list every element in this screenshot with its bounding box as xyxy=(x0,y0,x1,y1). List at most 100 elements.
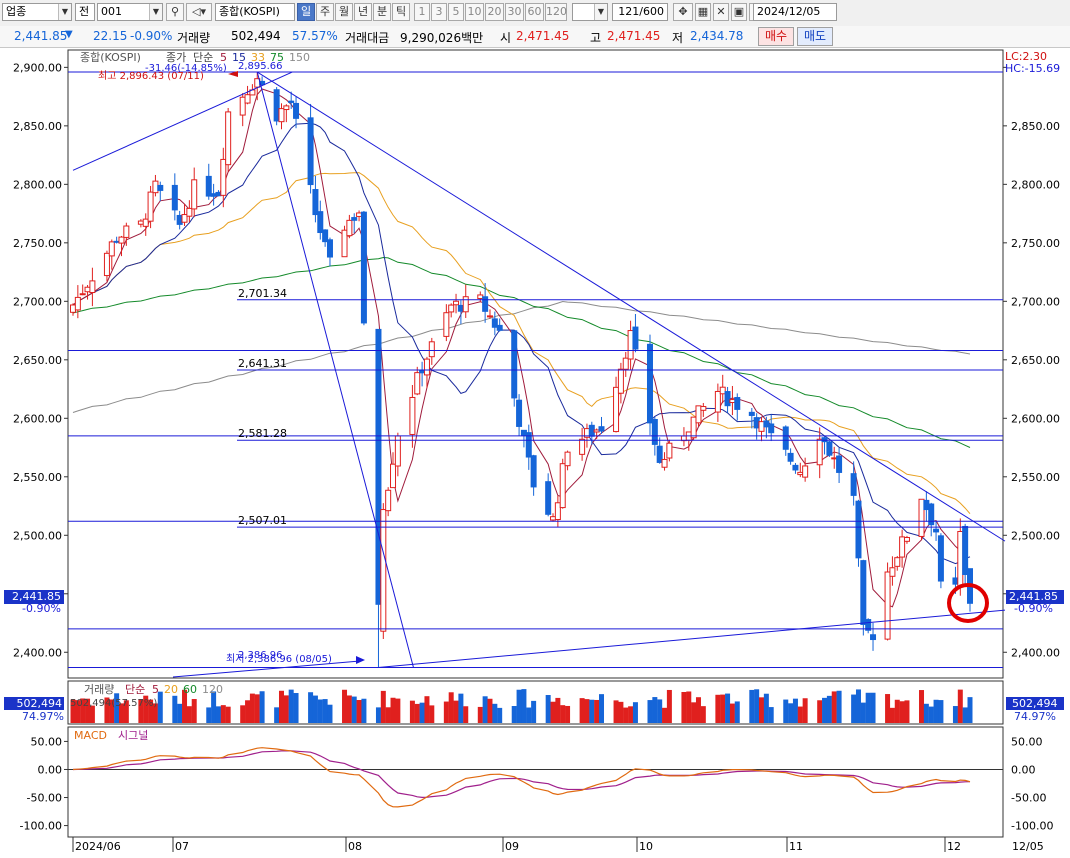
sell-button[interactable]: 매도 xyxy=(797,27,833,46)
candle-body xyxy=(903,537,910,542)
candle-body xyxy=(244,94,251,104)
candle-body xyxy=(826,441,833,456)
volume-legend-item: 60 xyxy=(183,683,197,696)
candle-body xyxy=(937,535,944,582)
candle-body xyxy=(588,424,595,437)
candle-body xyxy=(782,426,789,450)
candle-body xyxy=(113,240,120,243)
candle-body xyxy=(414,372,421,395)
interval-dropdown[interactable]: ▼ xyxy=(572,3,608,21)
volume-legend-item: 5 xyxy=(152,683,159,696)
count-field[interactable]: 121/600 xyxy=(612,3,668,21)
volume-bar xyxy=(632,702,638,723)
candle-body xyxy=(870,634,877,641)
volume-bar xyxy=(545,695,551,723)
buy-button[interactable]: 매수 xyxy=(758,27,794,46)
interval-button-10[interactable]: 10 xyxy=(465,3,484,21)
date-field[interactable]: 2024/12/05 xyxy=(753,3,837,21)
volume-bar xyxy=(249,693,255,723)
y-tick-label-left: 2,850.00 xyxy=(13,120,62,133)
tool-icon[interactable]: ✥ xyxy=(673,3,693,21)
candle-body xyxy=(651,418,658,445)
volume-bar xyxy=(104,697,110,723)
volume-bar xyxy=(191,699,197,723)
signal-title: 시그널 xyxy=(118,729,148,742)
volume-bar xyxy=(797,706,803,723)
volume-bar xyxy=(390,697,396,723)
period-tab-4[interactable]: 분 xyxy=(373,3,391,21)
interval-button-5[interactable]: 5 xyxy=(448,3,464,21)
candle-body xyxy=(118,236,125,244)
candle-body xyxy=(918,498,925,537)
open-label: 시 xyxy=(500,31,512,45)
volume-bar xyxy=(555,697,561,723)
volume-bar xyxy=(526,707,532,723)
volume-bar xyxy=(521,689,527,723)
interval-button-20[interactable]: 20 xyxy=(485,3,504,21)
y-tick-label-right: 2,650.00 xyxy=(1011,354,1060,367)
pattern-icon[interactable]: ✕ xyxy=(713,3,729,21)
market-select[interactable]: 업종 ▼ xyxy=(2,3,72,21)
y-tick-label-left: 2,600.00 xyxy=(13,412,62,425)
candle-body xyxy=(278,108,285,123)
quote-volume-ratio: 57.57% xyxy=(292,29,338,43)
chevron-down-icon[interactable]: ▼ xyxy=(594,4,607,20)
volume-bar xyxy=(308,692,314,723)
candle-body xyxy=(894,557,901,567)
save-icon[interactable]: ▣ xyxy=(731,3,747,21)
candle-body xyxy=(123,225,130,238)
interval-button-120[interactable]: 120 xyxy=(545,3,567,21)
volume-bar xyxy=(443,701,449,723)
volume-bar xyxy=(613,700,619,723)
interval-button-60[interactable]: 60 xyxy=(525,3,544,21)
high-value-label: 2,895.66 xyxy=(238,61,283,72)
volume-bar xyxy=(860,702,866,723)
candle-body xyxy=(351,217,358,221)
candle-body xyxy=(477,294,484,300)
period-tab-5[interactable]: 틱 xyxy=(392,3,410,21)
chart-icon[interactable]: ▦ xyxy=(695,3,711,21)
chevron-down-icon[interactable]: ▼ xyxy=(149,4,162,20)
highlight-circle xyxy=(947,583,989,623)
candle-body xyxy=(579,438,586,455)
x-tick-label: 09 xyxy=(505,840,519,853)
volume-bar xyxy=(550,701,556,723)
name-field: 종합(KOSPI) xyxy=(215,3,295,21)
volume-bar xyxy=(143,695,149,723)
candle-body xyxy=(84,286,91,293)
price-box-right: 2,441.85 xyxy=(1006,590,1064,604)
ma15-line xyxy=(72,122,971,565)
candle-body xyxy=(656,445,663,463)
interval-button-3[interactable]: 3 xyxy=(431,3,447,21)
macd-tick-label-right: -50.00 xyxy=(1011,792,1046,805)
period-tab-2[interactable]: 월 xyxy=(335,3,353,21)
volume-legend-item: 단순 xyxy=(125,683,145,696)
code-input[interactable]: 001 ▼ xyxy=(97,3,163,21)
candle-body xyxy=(89,280,96,294)
period-tab-3[interactable]: 년 xyxy=(354,3,372,21)
trendline-bottom xyxy=(172,660,361,678)
chevron-down-icon[interactable]: ▼ xyxy=(58,4,71,20)
candle-body xyxy=(356,212,363,217)
prefix-select[interactable]: 전 xyxy=(75,3,95,21)
high-annotation: 최고 2,896.43 (07/11) xyxy=(98,70,204,82)
volume-bar xyxy=(962,707,968,723)
candle-body xyxy=(360,211,367,324)
volume-bar xyxy=(870,692,876,723)
sound-icon[interactable]: ◁▾ xyxy=(186,3,212,21)
candle-body xyxy=(210,193,217,197)
period-tab-0[interactable]: 일 xyxy=(297,3,315,21)
volume-bar xyxy=(259,691,265,723)
volume-bar xyxy=(652,697,658,723)
interval-button-1[interactable]: 1 xyxy=(414,3,430,21)
code-value: 001 xyxy=(101,5,122,18)
volume-bar xyxy=(826,695,832,723)
search-icon[interactable]: ⚲ xyxy=(166,3,184,21)
trendline xyxy=(378,609,1006,668)
candle-body xyxy=(957,530,964,588)
ma75-line xyxy=(72,256,971,448)
x-end-label: 12/05 xyxy=(1012,840,1044,853)
quote-change-arrow: ▼ xyxy=(65,29,73,40)
period-tab-1[interactable]: 주 xyxy=(316,3,334,21)
interval-button-30[interactable]: 30 xyxy=(505,3,524,21)
